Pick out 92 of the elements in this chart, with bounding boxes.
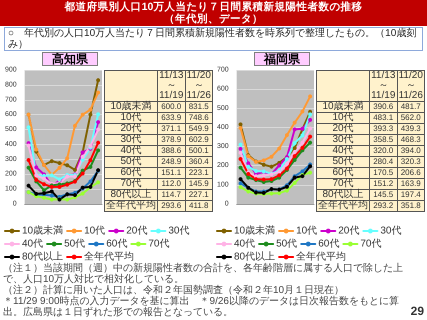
text: 145.9 bbox=[185, 178, 212, 190]
text: 都道府県別人口10万人当たり７日間累積新規陽性者数の推移（年代別、データ） bbox=[0, 0, 427, 26]
text: ＊11/29 9:00時点の入力データを基に算出 ＊9/26以降のデータは日次報告数をもとに算出。広島県は１日ずれた形での報告となっている。 bbox=[3, 296, 400, 318]
text: 197.4 bbox=[397, 190, 424, 200]
text: 293.6 bbox=[158, 200, 185, 212]
text: （注２）計算に用いた人口は、令和２年国勢調査（令和２年10月１日現在） bbox=[3, 285, 346, 296]
text: 748.6 bbox=[185, 112, 212, 124]
legend-label: 50代 bbox=[64, 238, 86, 250]
text: 11/20～11/26 bbox=[185, 70, 212, 102]
text: 145.5 bbox=[370, 190, 397, 200]
text: 40代 bbox=[332, 145, 354, 156]
legend-label: 10代 bbox=[296, 226, 318, 236]
legend-label: 20代 bbox=[126, 226, 148, 236]
text: （注１）当該期間（週）中の新規陽性者数の合計を、各年齢階層に属する人口で除した上で、人口10万人対比で相対化している。 bbox=[3, 263, 404, 285]
legend-label: 10代 bbox=[84, 226, 106, 236]
text: 602.9 bbox=[185, 134, 212, 146]
text: 60代 bbox=[332, 167, 354, 178]
legend-label: 60代 bbox=[106, 238, 128, 250]
text: 320.0 bbox=[370, 146, 397, 156]
legend-label: 全年代平均 bbox=[296, 250, 346, 262]
legend-label: 全年代平均 bbox=[84, 250, 134, 262]
text: 468.3 bbox=[397, 134, 424, 146]
text: 112.0 bbox=[158, 178, 185, 190]
text: 378.9 bbox=[158, 134, 185, 146]
text: 20代 bbox=[120, 123, 142, 134]
text: 170.5 bbox=[370, 168, 397, 178]
text: 114.7 bbox=[158, 190, 185, 200]
text: 483.1 bbox=[370, 112, 397, 124]
legend-label: 40代 bbox=[22, 238, 44, 250]
text: 30代 bbox=[120, 134, 142, 145]
text: 393.3 bbox=[370, 124, 397, 134]
text: 293.2 bbox=[370, 200, 397, 212]
text: 11/20～11/26 bbox=[397, 70, 424, 102]
text: 600.0 bbox=[158, 102, 185, 112]
text: 80代以上 bbox=[110, 189, 152, 200]
text: 481.7 bbox=[397, 102, 424, 112]
text: 360.4 bbox=[185, 156, 212, 168]
text: 151.1 bbox=[158, 168, 185, 178]
text: 163.9 bbox=[397, 178, 424, 190]
text: 320.3 bbox=[397, 156, 424, 168]
text: 351.8 bbox=[397, 200, 424, 212]
text: 10歳未満 bbox=[110, 101, 152, 112]
text: 50代 bbox=[332, 156, 354, 167]
text: 562.0 bbox=[397, 112, 424, 124]
text: 411.8 bbox=[185, 200, 212, 212]
text: 全年代平均 bbox=[318, 200, 368, 211]
text: 70代 bbox=[332, 178, 354, 189]
text: 227.1 bbox=[185, 190, 212, 200]
text: 223.1 bbox=[185, 168, 212, 178]
text: 831.5 bbox=[185, 102, 212, 112]
legend-label: 80代以上 bbox=[22, 250, 64, 262]
text: 358.5 bbox=[370, 134, 397, 146]
text: 10代 bbox=[332, 112, 354, 123]
text: 60代 bbox=[120, 167, 142, 178]
legend-label: 60代 bbox=[318, 238, 340, 250]
text: 30代 bbox=[332, 134, 354, 145]
text: 439.3 bbox=[397, 124, 424, 134]
text: 549.9 bbox=[185, 124, 212, 134]
legend-label: 70代 bbox=[360, 238, 382, 250]
text: 10歳未満 bbox=[322, 101, 364, 112]
text: 633.9 bbox=[158, 112, 185, 124]
text: 500.1 bbox=[185, 146, 212, 156]
text: 280.4 bbox=[370, 156, 397, 168]
legend-label: 50代 bbox=[276, 238, 298, 250]
chart-title: 福岡県 bbox=[263, 52, 301, 66]
legend-label: 30代 bbox=[168, 226, 190, 236]
legend-label: 10歳未満 bbox=[234, 224, 276, 236]
text: 全年代平均 bbox=[106, 200, 156, 211]
legend-label: 10歳未満 bbox=[22, 224, 64, 236]
text: 388.6 bbox=[158, 146, 185, 156]
text: 390.6 bbox=[370, 102, 397, 112]
legend-label: 30代 bbox=[380, 226, 402, 236]
text: 248.9 bbox=[158, 156, 185, 168]
text: 151.2 bbox=[370, 178, 397, 190]
text: 10代 bbox=[120, 112, 142, 123]
text: ○ 年代別の人口10万人当たり７日間累積新規陽性者数を時系列で整理したもの。（10歳刻み） bbox=[4, 27, 423, 51]
text: 80代以上 bbox=[322, 189, 364, 200]
legend-label: 40代 bbox=[234, 238, 256, 250]
legend-label: 70代 bbox=[148, 238, 170, 250]
text: 394.0 bbox=[397, 146, 424, 156]
text: 206.6 bbox=[397, 168, 424, 178]
legend-label: 20代 bbox=[338, 226, 360, 236]
text: 50代 bbox=[120, 156, 142, 167]
legend-label: 80代以上 bbox=[234, 250, 276, 262]
text: 11/13～11/19 bbox=[370, 70, 397, 102]
text: 371.1 bbox=[158, 124, 185, 134]
text: 20代 bbox=[332, 123, 354, 134]
text: 40代 bbox=[120, 145, 142, 156]
text: 11/13～11/19 bbox=[158, 70, 185, 102]
chart-title: 高知県 bbox=[52, 52, 89, 66]
text: 70代 bbox=[120, 178, 142, 189]
text: 29 bbox=[410, 304, 424, 318]
